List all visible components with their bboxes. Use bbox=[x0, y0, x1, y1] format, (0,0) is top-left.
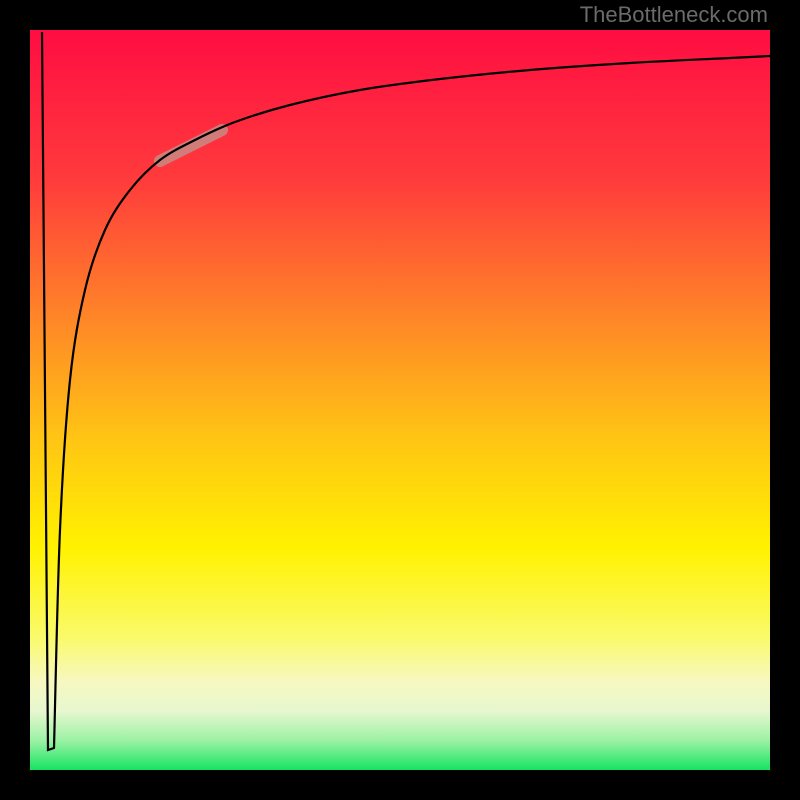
curve-layer bbox=[30, 30, 770, 770]
chart-container: TheBottleneck.com bbox=[0, 0, 800, 800]
watermark-text: TheBottleneck.com bbox=[580, 2, 768, 28]
log-curve bbox=[54, 56, 770, 748]
highlight-segment bbox=[160, 130, 222, 161]
spike-line bbox=[42, 32, 54, 750]
plot-area bbox=[30, 30, 770, 770]
